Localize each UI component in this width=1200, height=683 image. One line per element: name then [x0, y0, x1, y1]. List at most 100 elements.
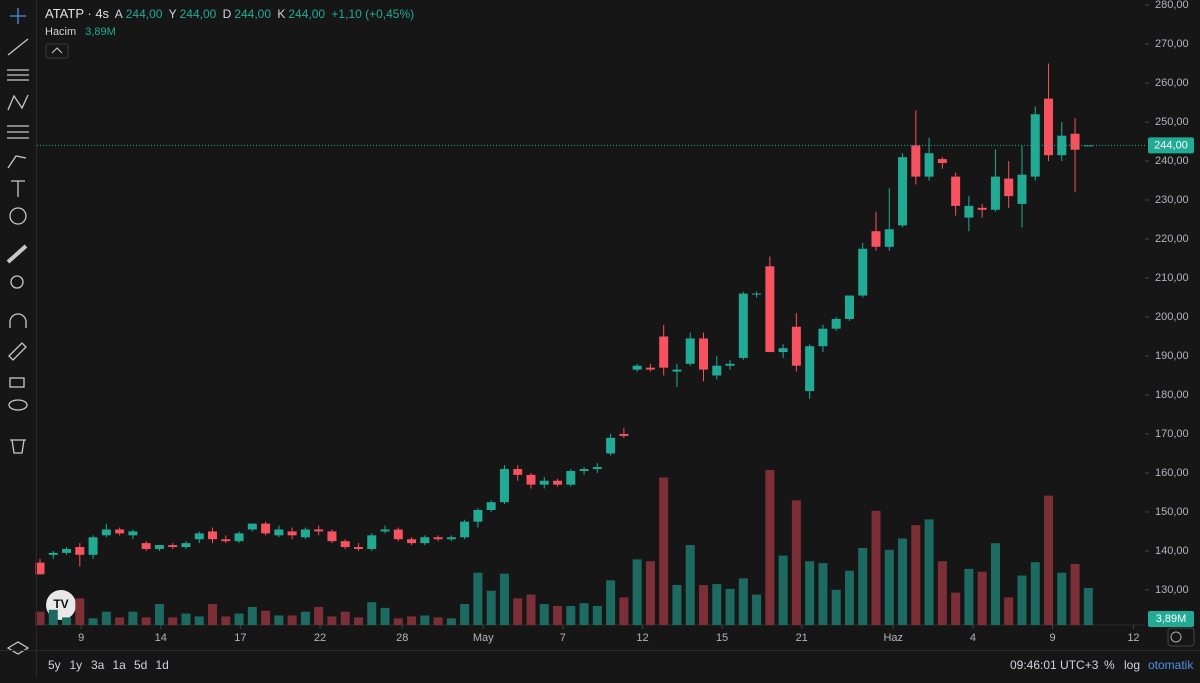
candle-body: [1044, 98, 1054, 156]
volume-bar: [659, 477, 669, 625]
volume-bar: [446, 618, 456, 625]
volume-bar: [314, 606, 324, 625]
log-button[interactable]: log: [1124, 658, 1141, 672]
percent-button[interactable]: %: [1104, 658, 1115, 672]
candle-body: [88, 537, 98, 555]
volume-legend: Hacim 3,89M: [45, 26, 116, 38]
candle-body: [208, 531, 218, 540]
candle-body: [990, 176, 1000, 210]
candle-body: [367, 535, 377, 549]
range-button[interactable]: 5y: [48, 658, 61, 672]
x-tick-label: 9: [1049, 632, 1055, 644]
volume-bar: [1083, 587, 1093, 625]
volume-bar: [141, 617, 151, 625]
fib-tool[interactable]: [7, 69, 29, 81]
lock-drawing-tool[interactable]: [8, 342, 27, 361]
candle-body: [645, 367, 655, 370]
collapse-button[interactable]: [45, 43, 69, 59]
projection-tool[interactable]: [7, 125, 29, 139]
candle-body: [871, 231, 881, 247]
candle-body: [340, 541, 350, 548]
candle-body: [937, 159, 947, 163]
clock: 09:46:01 UTC+3: [1010, 658, 1099, 672]
delete-tool[interactable]: [10, 439, 26, 454]
candle-body: [75, 547, 85, 555]
candle-body: [460, 521, 470, 538]
volume-bar: [778, 555, 788, 625]
trend-line-tool[interactable]: [7, 38, 29, 56]
volume-bar: [871, 510, 881, 625]
last-price-label: 244,00: [1154, 139, 1188, 151]
volume-bar: [592, 605, 602, 625]
y-tick-label: 270,00: [1155, 38, 1189, 50]
zoom-tool[interactable]: [10, 275, 24, 289]
candle-body: [62, 548, 72, 553]
volume-bar: [977, 571, 987, 625]
range-button[interactable]: 5d: [134, 658, 148, 672]
crosshair-tool[interactable]: [10, 8, 26, 24]
close-label: K: [277, 7, 286, 21]
emoji-tool[interactable]: [9, 207, 27, 225]
pattern-tool[interactable]: [7, 94, 29, 111]
volume-bar: [765, 469, 775, 625]
candle-body: [154, 545, 164, 549]
y-tick-label: 250,00: [1155, 116, 1189, 128]
candle-body: [791, 326, 801, 366]
lock-tool[interactable]: [9, 377, 25, 388]
magnet-tool[interactable]: [9, 313, 27, 328]
settings-button[interactable]: [1167, 627, 1195, 647]
volume-bar: [566, 605, 576, 625]
volume-bar: [1044, 495, 1054, 625]
candle-body: [35, 562, 45, 575]
candle-body: [1030, 114, 1040, 177]
range-button[interactable]: 1a: [112, 658, 126, 672]
candle-body: [300, 529, 310, 538]
brush-tool[interactable]: [7, 155, 27, 169]
visibility-tool[interactable]: [8, 399, 28, 411]
ruler-tool[interactable]: [6, 244, 28, 264]
volume-bar: [579, 603, 589, 625]
candle-body: [327, 531, 337, 542]
volume-bar: [951, 592, 961, 625]
open-label: A: [114, 7, 123, 21]
candle-body: [486, 502, 496, 510]
candle-body: [672, 369, 682, 372]
volume-bar: [327, 616, 337, 625]
x-tick-label: 12: [1127, 632, 1139, 644]
volume-bar: [1017, 575, 1027, 625]
layers-tool[interactable]: [6, 641, 30, 655]
candle-body: [699, 338, 708, 370]
volume-bar: [1070, 564, 1080, 625]
candle-body: [539, 480, 549, 485]
candle-body: [141, 543, 151, 549]
volume-bar: [685, 545, 695, 625]
symbol[interactable]: ATATP · 4s: [45, 6, 110, 21]
volume-bar: [247, 606, 257, 625]
auto-button[interactable]: otomatik: [1148, 658, 1194, 672]
range-button[interactable]: 1y: [69, 658, 83, 672]
last-price-box: [1148, 137, 1194, 154]
volume-bar: [738, 578, 748, 625]
candle-body: [234, 533, 244, 542]
volume-bar: [964, 568, 974, 625]
candle-body: [566, 470, 576, 485]
last-volume-box: [1148, 611, 1194, 627]
volume-bar: [990, 543, 1000, 625]
y-tick-label: 240,00: [1155, 155, 1189, 167]
range-button[interactable]: 3a: [91, 658, 105, 672]
x-tick-label: 22: [314, 632, 326, 644]
x-tick-label: 15: [716, 632, 728, 644]
y-tick-label: 280,00: [1155, 0, 1189, 11]
volume-bar: [274, 615, 284, 625]
text-tool[interactable]: [11, 180, 25, 197]
range-button[interactable]: 1d: [155, 658, 169, 672]
volume-bar: [619, 597, 629, 625]
candle-body: [115, 529, 125, 534]
volume-value: 3,89M: [85, 26, 116, 38]
candle-body: [499, 469, 509, 503]
candle-body: [48, 552, 58, 555]
volume-bar: [75, 598, 85, 625]
volume-bar: [1004, 597, 1014, 625]
volume-bar: [261, 610, 271, 625]
volume-bar: [884, 549, 894, 625]
